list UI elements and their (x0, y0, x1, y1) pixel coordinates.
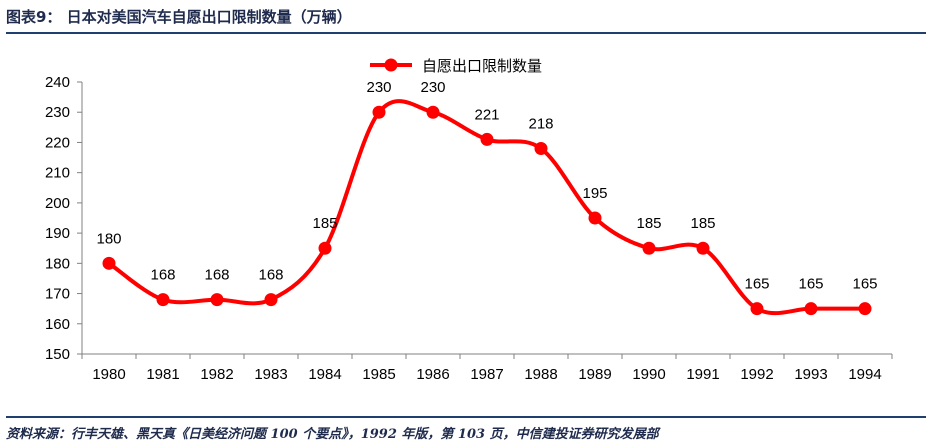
x-tick-label: 1991 (686, 366, 719, 383)
data-label: 165 (852, 276, 877, 293)
data-label: 221 (474, 106, 499, 123)
data-label: 195 (582, 185, 607, 202)
y-tick-label: 230 (45, 104, 70, 121)
y-tick-label: 190 (45, 225, 70, 242)
data-label: 230 (366, 79, 391, 96)
data-point (372, 105, 386, 119)
legend-marker (384, 58, 398, 72)
data-label: 185 (312, 215, 337, 232)
x-tick-label: 1981 (146, 366, 179, 383)
y-tick-label: 240 (45, 74, 70, 91)
legend-label: 自愿出口限制数量 (422, 57, 542, 75)
data-point (858, 302, 872, 316)
data-label: 185 (690, 215, 715, 232)
y-tick-label: 220 (45, 134, 70, 151)
data-label: 185 (636, 215, 661, 232)
data-point (804, 302, 818, 316)
x-tick-label: 1989 (578, 366, 611, 383)
data-point (102, 256, 116, 270)
x-tick-label: 1980 (92, 366, 125, 383)
data-point (534, 141, 548, 155)
data-point (264, 293, 278, 307)
x-tick-label: 1988 (524, 366, 557, 383)
footer-rule (6, 416, 926, 418)
data-label: 165 (798, 276, 823, 293)
data-label: 230 (420, 79, 445, 96)
data-label: 165 (744, 276, 769, 293)
data-point (642, 241, 656, 255)
y-tick-label: 200 (45, 195, 70, 212)
series-group (102, 99, 872, 316)
data-label: 168 (150, 267, 175, 284)
x-tick-label: 1985 (362, 366, 395, 383)
x-tick-label: 1992 (740, 366, 773, 383)
data-point (480, 132, 494, 146)
x-tick-label: 1986 (416, 366, 449, 383)
data-label: 168 (204, 267, 229, 284)
y-tick-label: 210 (45, 165, 70, 182)
legend: 自愿出口限制数量 (370, 57, 542, 75)
data-point (318, 241, 332, 255)
x-tick-label: 1990 (632, 366, 665, 383)
x-tick-label: 1994 (848, 366, 881, 383)
header-rule (6, 32, 926, 34)
data-point (588, 211, 602, 225)
chart-title: 图表9： 日本对美国汽车自愿出口限制数量（万辆） (6, 8, 352, 26)
y-tick-label: 160 (45, 316, 70, 333)
x-tick-label: 1987 (470, 366, 503, 383)
x-tick-label: 1993 (794, 366, 827, 383)
source-note: 资料来源：行丰天雄、黑天真《日美经济问题 100 个要点》，1992 年版，第 … (6, 427, 659, 442)
data-label: 168 (258, 267, 283, 284)
y-tick-label: 150 (45, 346, 70, 363)
series-line (107, 99, 865, 316)
data-point (156, 293, 170, 307)
data-point (750, 302, 764, 316)
line-chart: 自愿出口限制数量 1501601701801902002102202302401… (45, 57, 893, 383)
data-labels: 180 168 168 168 185 230 230 221 218 195 185 185 165 1… (96, 79, 877, 292)
y-tick-label: 180 (45, 255, 70, 272)
x-tick-label: 1984 (308, 366, 341, 383)
y-tick-label: 170 (45, 286, 70, 303)
data-point (426, 105, 440, 119)
data-label: 180 (96, 230, 121, 247)
data-label: 218 (528, 115, 553, 132)
data-point (210, 293, 224, 307)
data-point (696, 241, 710, 255)
axes: 150 160 170 180 190 200 210 220 230 240 1980 1981 19… (45, 74, 893, 383)
x-tick-label: 1983 (254, 366, 287, 383)
x-tick-label: 1982 (200, 366, 233, 383)
